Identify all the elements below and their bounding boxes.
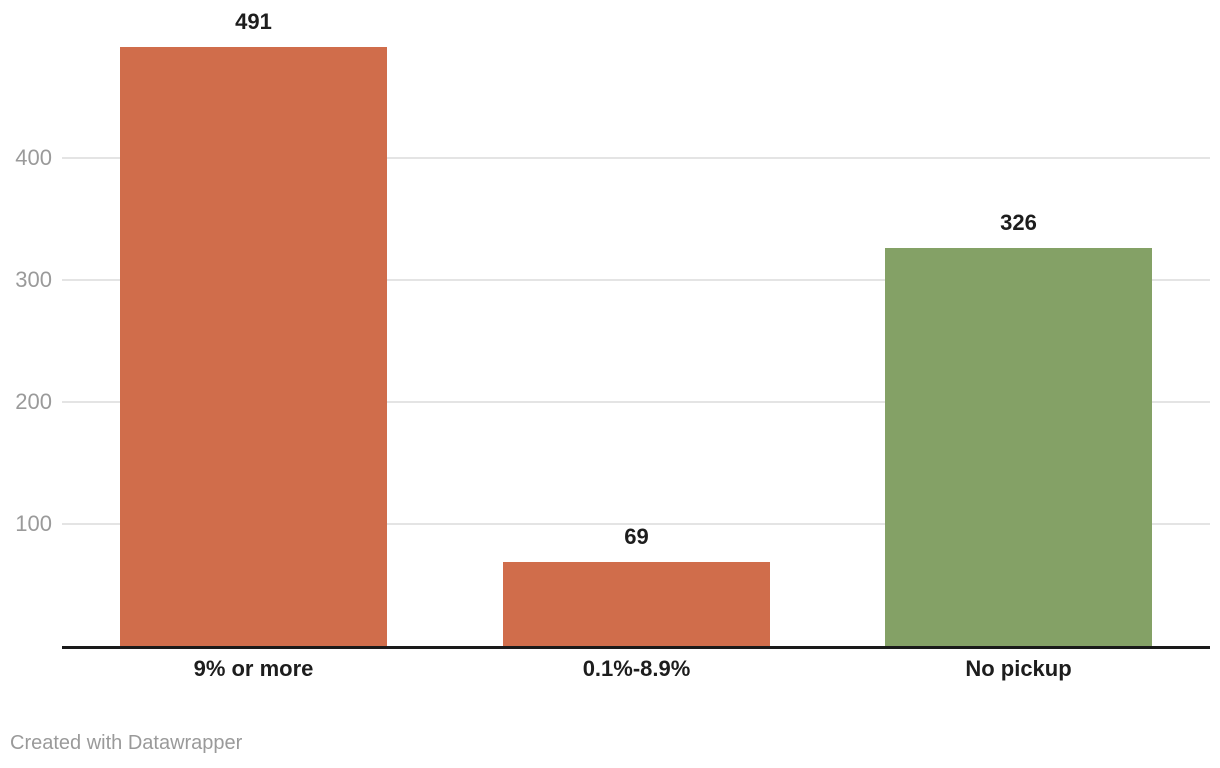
y-axis-tick-label: 300 xyxy=(15,267,52,292)
bar-value-label: 491 xyxy=(235,9,272,34)
bar-value-label: 326 xyxy=(1000,210,1037,235)
gridline xyxy=(62,523,1210,525)
bar-1[interactable] xyxy=(120,47,387,646)
gridline xyxy=(62,401,1210,403)
y-axis-tick-label: 400 xyxy=(15,145,52,170)
gridline xyxy=(62,279,1210,281)
x-axis-category-label: 9% or more xyxy=(193,656,314,681)
y-axis-tick-label: 100 xyxy=(15,511,52,536)
y-axis-tick-label: 200 xyxy=(15,389,52,414)
datawrapper-credit-link[interactable]: Created with Datawrapper xyxy=(10,732,243,754)
bar-3[interactable] xyxy=(885,248,1152,646)
x-axis-category-label: 0.1%-8.9% xyxy=(582,656,691,681)
bar-2[interactable] xyxy=(503,562,770,646)
x-axis-line xyxy=(62,646,1210,649)
bar-value-label: 69 xyxy=(624,524,649,549)
x-axis-category-label: No pickup xyxy=(965,656,1072,681)
gridline xyxy=(62,157,1210,159)
